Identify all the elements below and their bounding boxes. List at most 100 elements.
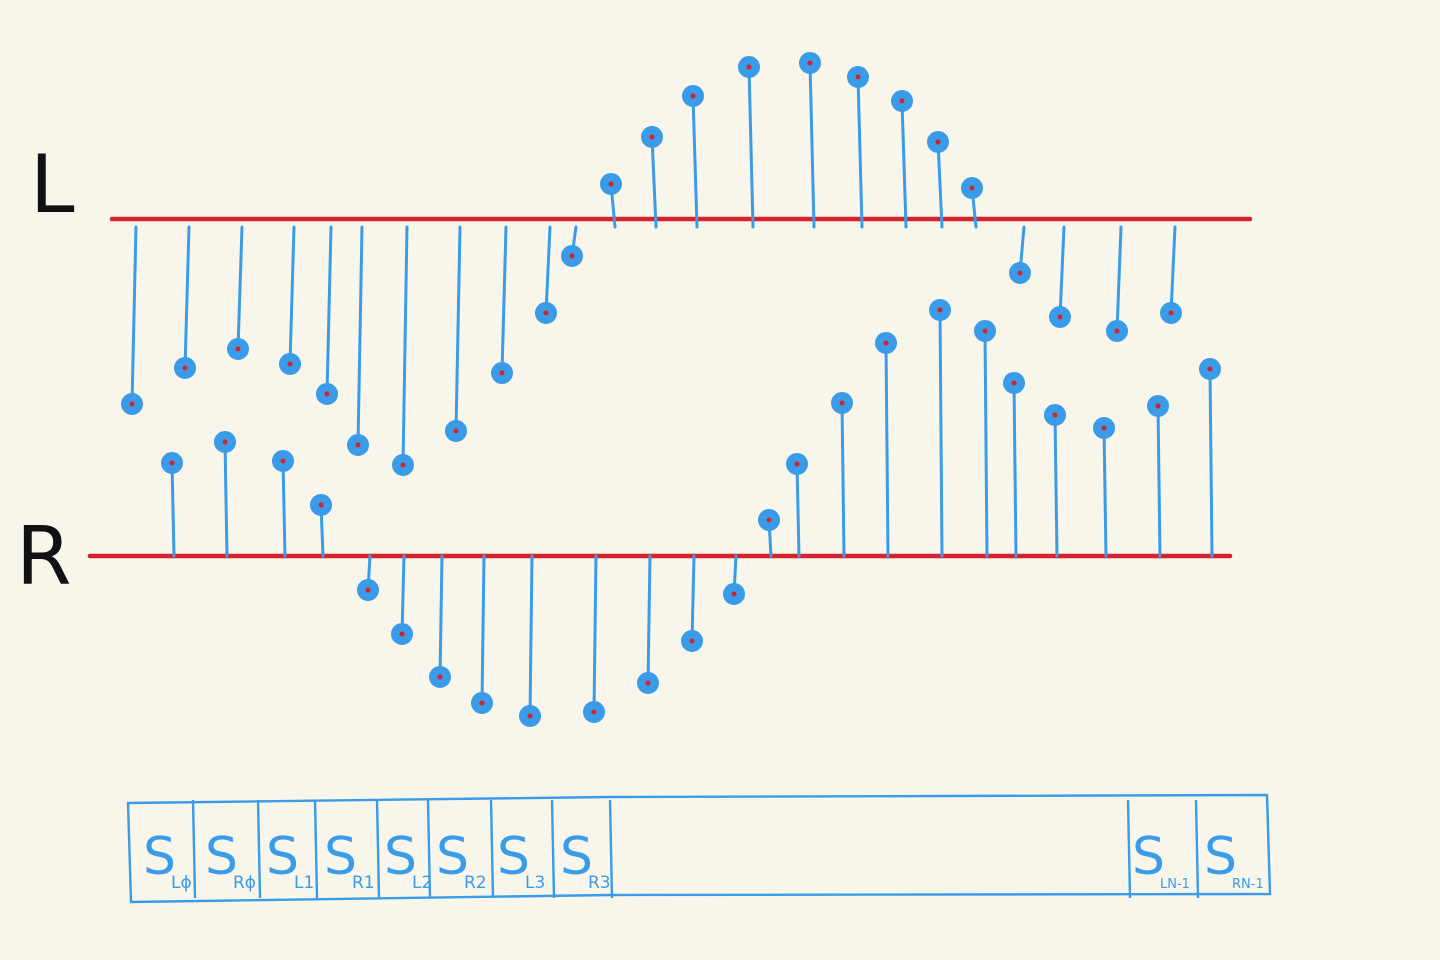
buffer-cell-divider [489,799,495,899]
buffer-cell-letter: S [560,827,593,887]
right-sample-stem [795,462,801,558]
right-sample-stem [1053,413,1059,558]
left-channel [109,52,1253,476]
right-sample-point [214,431,236,453]
right-sample-stem [840,401,846,558]
right-sample-stem [646,554,652,685]
right-sample-point [929,299,951,321]
right-sample-stem [438,554,444,679]
buffer-cell-letter: S [143,827,176,887]
right-sample-point [272,450,294,472]
buffer-cell-subscript: R2 [464,873,487,893]
left-sample-point [347,434,369,456]
buffer-cell-subscript: L2 [412,873,432,893]
buffer-cell-divider [1126,799,1132,899]
buffer-cell: SRϕ [205,827,256,893]
right-sample-point [1093,417,1115,439]
buffer-cell-divider [1194,799,1200,899]
right-sample-stem [528,554,534,718]
left-sample-point [392,454,414,476]
interleaved-buffer: SLϕ SRϕ SL1 SR1 SL2 SR2 SL3 SR3 SLN-1 SRN-1 [126,793,1272,904]
right-sample-stem [983,329,989,558]
left-sample-stem [1058,225,1066,319]
right-sample-stems [170,308,1214,718]
left-sample-point [1160,302,1182,324]
left-sample-stem [691,94,699,229]
left-sample-stem [288,225,296,366]
right-sample-stem [1208,367,1214,558]
left-sample-point [174,357,196,379]
buffer-cell: SL3 [497,827,545,893]
buffer-cells: SLϕ SRϕ SL1 SR1 SL2 SR2 SL3 SR3 SLN-1 SRN-1 [143,799,1264,899]
buffer-cell-subscript: R1 [352,873,375,893]
right-sample-stem [1012,381,1018,558]
buffer-cell-letter: S [205,827,238,887]
right-sample-point [974,320,996,342]
right-sample-point [1003,372,1025,394]
left-sample-point [121,393,143,415]
left-sample-stem [500,225,508,375]
right-sample-points [161,299,1221,727]
left-sample-stem [900,99,908,229]
left-sample-stem [356,225,364,447]
buffer-cell-letter: S [436,827,469,887]
right-sample-point [875,332,897,354]
right-sample-point [1044,404,1066,426]
left-sample-point [227,338,249,360]
buffer-cell: SL1 [266,827,314,893]
right-sample-point [310,494,332,516]
buffer-cell: SR2 [436,827,487,893]
buffer-cell-divider [608,799,614,899]
buffer-cell-divider [313,799,319,899]
left-sample-point [1009,262,1031,284]
left-sample-point [738,56,760,78]
buffer-cell-divider [426,799,432,899]
right-sample-point [786,453,808,475]
left-sample-stem [325,225,333,396]
buffer-cell-subscript: Rϕ [233,873,256,893]
buffer-cell-subscript: L3 [525,873,545,893]
right-sample-point [583,701,605,723]
left-sample-point [316,383,338,405]
left-sample-points [121,52,1182,476]
buffer-cell: SL2 [384,827,432,893]
right-sample-point [429,666,451,688]
right-sample-stem [170,461,176,558]
left-sample-stem [1169,225,1177,315]
right-sample-stem [223,440,229,558]
left-sample-point [279,353,301,375]
buffer-cell-subscript: L1 [294,873,314,893]
right-sample-stem [1156,404,1162,558]
left-channel-label: L [30,138,75,231]
left-sample-stem [650,135,658,229]
right-sample-stem [480,554,486,705]
buffer-cell-divider [191,799,197,899]
left-sample-point [535,302,557,324]
right-sample-point [357,579,379,601]
buffer-cell: SRN-1 [1204,827,1264,892]
left-sample-stem [1115,225,1123,333]
buffer-cell-letter: S [266,827,299,887]
right-sample-stem [592,554,598,714]
right-channel-label: R [16,510,72,603]
left-sample-stem [401,225,409,467]
buffer-cell-letter: S [1204,827,1237,887]
right-sample-point [831,392,853,414]
left-sample-stem [808,61,816,229]
buffer-cell-letter: S [1132,827,1165,887]
left-sample-point [600,173,622,195]
buffer-cell-subscript: RN-1 [1232,877,1264,892]
buffer-cell-divider [375,799,381,899]
buffer-cell-subscript: Lϕ [171,873,192,893]
right-sample-point [1147,395,1169,417]
buffer-cell: SR1 [324,827,375,893]
left-sample-point [961,177,983,199]
right-sample-stem [690,554,696,643]
left-sample-stem [747,65,755,229]
right-sample-point [758,509,780,531]
right-sample-stem [938,308,944,558]
buffer-cell: SLN-1 [1132,827,1190,892]
left-sample-point [1106,320,1128,342]
right-sample-stem [1102,426,1108,558]
